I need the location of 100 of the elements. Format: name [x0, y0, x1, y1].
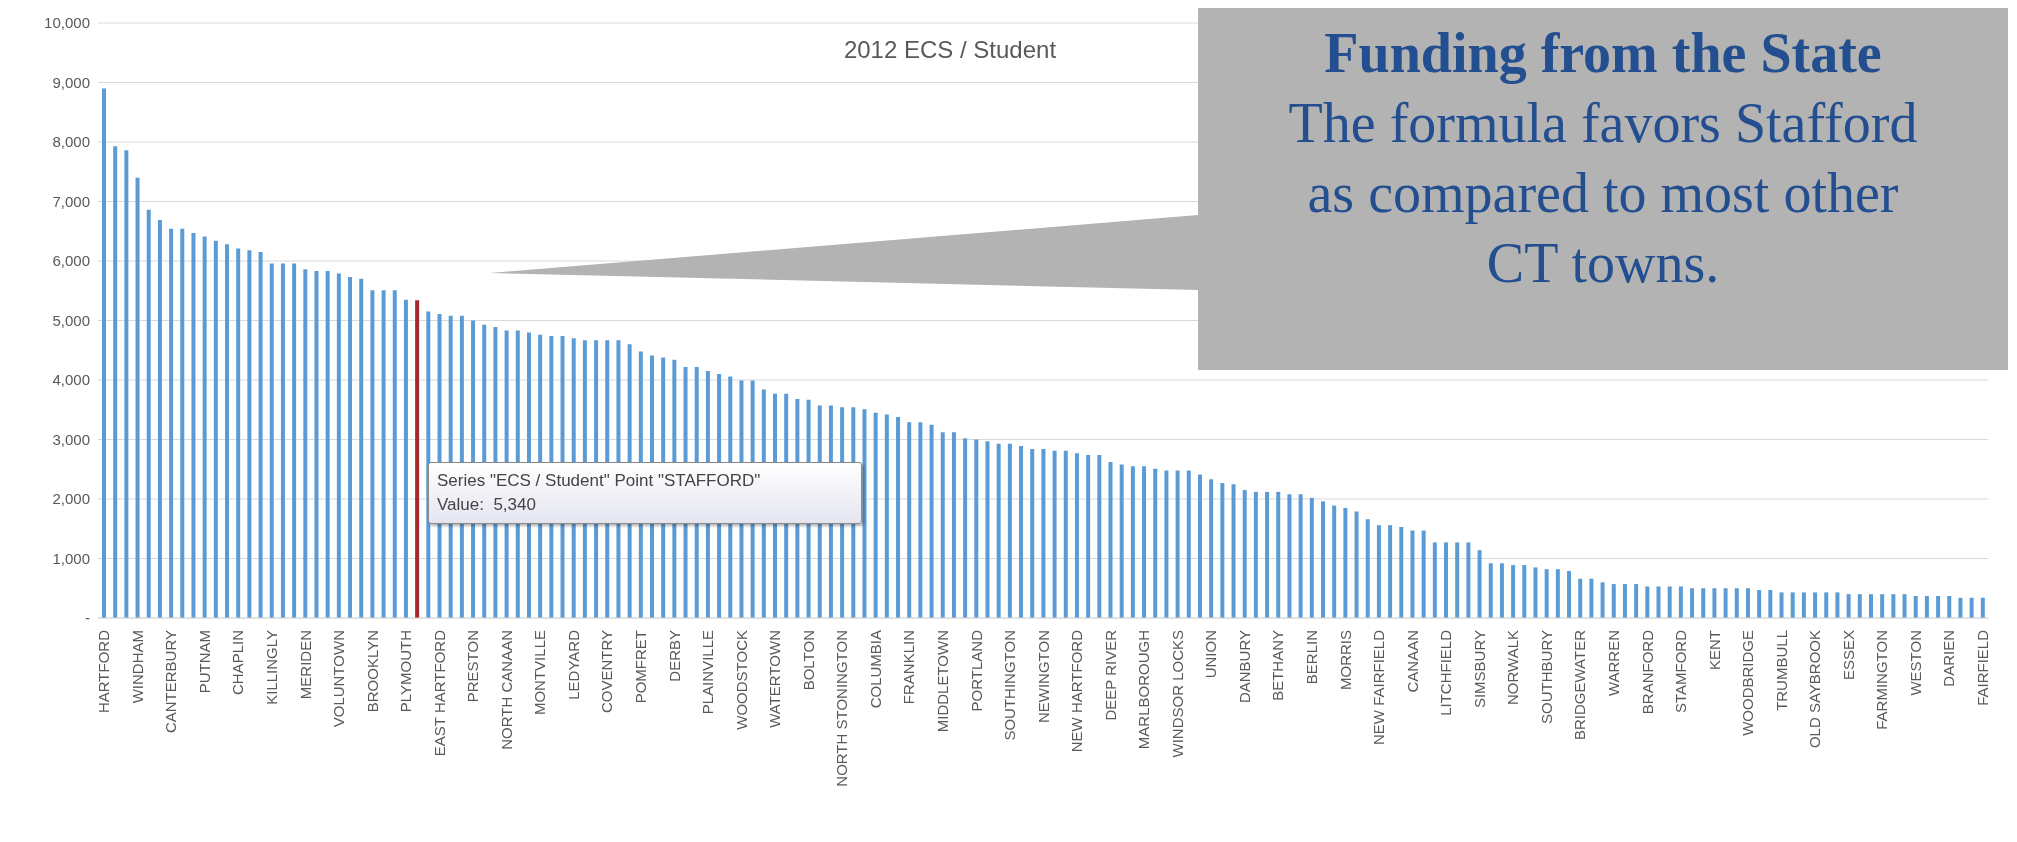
bar [1287, 494, 1292, 618]
bar [1801, 592, 1806, 618]
bar [370, 290, 375, 618]
bar [985, 441, 990, 618]
x-tick-label: BETHANY [1269, 630, 1287, 701]
annotation: The formula favors Stafford as compared to most other CT towns. [1287, 91, 1919, 296]
bar [1421, 530, 1426, 618]
x-tick-label: DARIEN [1940, 630, 1958, 687]
x-tick-label: BOLTON [799, 630, 817, 691]
hover-box: Series "ECS / Student" Point "STAFFORD" Value: 5,340 [428, 462, 862, 524]
bar [403, 299, 408, 618]
x-tick-label: COVENTRY [598, 630, 616, 714]
x-tick-label: COLUMBIA [866, 630, 884, 709]
bar [1041, 449, 1046, 618]
y-tick-label: - [85, 609, 90, 627]
bar [1712, 588, 1717, 618]
bar [113, 146, 118, 618]
x-tick-label: UNION [1202, 630, 1220, 679]
bar [1589, 578, 1594, 618]
x-tick-label: WARREN [1605, 630, 1623, 697]
bar [1533, 567, 1538, 618]
x-tick-label: PLYMOUTH [397, 630, 415, 713]
bar [963, 438, 968, 618]
bar [1824, 592, 1829, 618]
bar [325, 271, 330, 618]
x-tick-label: DERBY [665, 630, 683, 682]
bar [1130, 466, 1135, 618]
x-tick-label: MIDDLETOWN [934, 630, 951, 733]
bar [1656, 586, 1661, 618]
bar [180, 228, 185, 618]
bar [1734, 588, 1739, 618]
bar [415, 300, 420, 618]
bar [1924, 595, 1929, 618]
bar [1253, 491, 1258, 618]
y-tick-label: 6,000 [52, 252, 90, 270]
bar [1511, 565, 1516, 618]
x-tick-label: CHAPLIN [229, 630, 247, 696]
bar [1444, 542, 1449, 618]
x-tick-label: LITCHFIELD [1437, 629, 1455, 716]
bar [1578, 578, 1583, 618]
bar [1499, 563, 1504, 618]
bar [1868, 594, 1873, 618]
bar [1410, 530, 1415, 618]
y-tick-label: 8,000 [52, 133, 90, 151]
bar [1432, 542, 1437, 618]
bar [1768, 590, 1773, 618]
bar [1466, 542, 1471, 618]
bar [124, 150, 129, 618]
x-tick-label: EAST HARTFORD [430, 629, 448, 757]
bar [1690, 588, 1695, 618]
bar [1813, 592, 1818, 618]
bar [1790, 592, 1795, 618]
bar [392, 290, 397, 618]
bar [1063, 450, 1068, 618]
x-tick-label: NORTH STONINGTON [833, 630, 851, 787]
x-tick-label: MORRIS [1336, 630, 1354, 690]
bar [1030, 449, 1035, 618]
bar [1332, 505, 1337, 618]
bar [135, 177, 140, 618]
bar [1242, 490, 1247, 618]
bar [1622, 584, 1627, 618]
x-tick-label: BRIDGEWATER [1571, 629, 1589, 741]
x-tick-label: LEDYARD [564, 629, 582, 700]
bar [102, 88, 106, 618]
bar [336, 273, 341, 618]
bar [1902, 594, 1907, 618]
bar [1891, 594, 1896, 618]
bar [1388, 525, 1393, 618]
bar [1667, 586, 1672, 618]
bar [359, 278, 364, 618]
annotation: Series "ECS / Student" Point "STAFFORD" [437, 470, 762, 492]
x-tick-label: WINDHAM [128, 630, 146, 704]
bar [929, 424, 934, 618]
bar [873, 412, 878, 618]
bar [225, 244, 230, 618]
bar [1376, 525, 1381, 618]
x-tick-label: HARTFORD [95, 629, 113, 714]
x-tick-label: WESTON [1906, 630, 1924, 696]
bar [1119, 464, 1124, 618]
bar [1309, 497, 1314, 618]
bar [1779, 592, 1784, 618]
text: 2012 ECS / Student [842, 36, 1058, 64]
bar [1846, 594, 1851, 618]
x-tick-label: WINDSOR LOCKS [1168, 630, 1186, 758]
x-tick-label: PRESTON [464, 630, 482, 703]
bar [896, 416, 901, 618]
bar [1455, 542, 1460, 618]
y-tick-label: 9,000 [52, 73, 90, 91]
bar [1980, 597, 1985, 618]
x-tick-label: STAMFORD [1672, 629, 1690, 714]
bar [951, 432, 956, 618]
bar [1857, 594, 1862, 618]
bar [1320, 501, 1325, 618]
bar [1723, 588, 1728, 618]
bar [862, 409, 867, 618]
bar [247, 250, 252, 618]
bar [1220, 482, 1225, 618]
bar [426, 311, 431, 618]
x-tick-label: KENT [1705, 630, 1723, 671]
bar [1913, 595, 1918, 618]
